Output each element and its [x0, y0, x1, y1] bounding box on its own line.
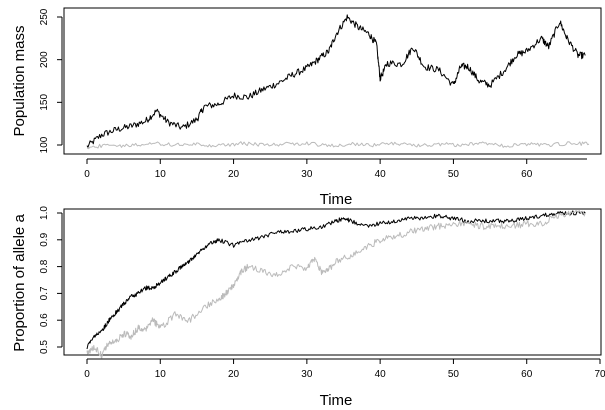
x-tick-label: 70: [594, 369, 605, 380]
x-tick-label: 10: [155, 169, 167, 180]
series-line-grey: [86, 210, 586, 359]
x-tick-label: 60: [521, 369, 533, 380]
x-tick-label: 30: [301, 369, 313, 380]
x-tick-label: 60: [521, 169, 533, 180]
x-tick-label: 0: [84, 369, 90, 380]
series-line-black: [86, 210, 586, 350]
population-mass-panel: 100 150 200 250 0 10 20 30 40 50 60 Time Populati…: [11, 7, 602, 208]
x-tick-label: 20: [228, 369, 240, 380]
y-tick-label: 1.0: [39, 206, 50, 220]
y-axis-title: Proportion of allele a: [11, 214, 28, 352]
y-tick-label: 150: [39, 94, 50, 111]
plot-frame: [63, 208, 602, 356]
series-line-black: [86, 14, 586, 148]
y-tick-label: 0.7: [39, 286, 50, 300]
y-axis-title: Population mass: [11, 26, 28, 137]
y-tick-label: 250: [39, 8, 50, 25]
series-layer: [86, 14, 590, 150]
y-tick-label: 0.5: [39, 340, 50, 354]
y-tick-label: 200: [39, 51, 50, 68]
x-tick-label: 50: [448, 369, 460, 380]
x-tick-label: 30: [301, 169, 313, 180]
y-tick-label: 100: [39, 136, 50, 153]
y-ticks: 100 150 200 250: [39, 8, 62, 153]
series-layer: [86, 210, 586, 359]
x-tick-label: 0: [84, 169, 90, 180]
x-tick-label: 10: [155, 369, 167, 380]
y-tick-label: 0.9: [39, 232, 50, 246]
x-tick-label: 40: [375, 169, 387, 180]
x-tick-label: 20: [228, 169, 240, 180]
allele-proportion-panel: 0.50.60.70.80.91.0 0 10 20 30 40 50 60 70 Time …: [11, 206, 605, 409]
x-tick-label: 50: [448, 169, 460, 180]
x-axis-title: Time: [320, 392, 353, 409]
x-ticks: 0 10 20 30 40 50 60: [84, 159, 533, 180]
y-tick-label: 0.6: [39, 313, 50, 327]
plot-frame: [63, 7, 602, 155]
y-ticks: 0.5 0.6 0.7 0.8 0.9 1.0: [39, 206, 62, 354]
series-line-grey: [86, 141, 590, 150]
x-tick-label: 40: [375, 369, 387, 380]
x-ticks: 0 10 20 30 40 50 60 70: [84, 359, 605, 380]
y-tick-label: 0.8: [39, 259, 50, 273]
x-axis-title: Time: [320, 191, 353, 208]
